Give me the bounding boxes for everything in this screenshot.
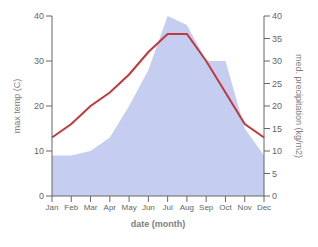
svg-text:Jul: Jul xyxy=(163,203,173,212)
svg-text:30: 30 xyxy=(272,56,282,66)
svg-text:Sep: Sep xyxy=(199,203,214,212)
svg-text:0: 0 xyxy=(39,191,44,201)
svg-text:30: 30 xyxy=(34,56,44,66)
svg-text:15: 15 xyxy=(272,124,282,134)
svg-text:10: 10 xyxy=(34,146,44,156)
svg-text:20: 20 xyxy=(272,101,282,111)
svg-text:20: 20 xyxy=(34,101,44,111)
svg-text:5: 5 xyxy=(272,169,277,179)
svg-text:Aug: Aug xyxy=(180,203,194,212)
svg-text:Nov: Nov xyxy=(238,203,252,212)
svg-text:May: May xyxy=(122,203,137,212)
svg-text:40: 40 xyxy=(272,11,282,21)
svg-text:med. precipitation (kg/m2): med. precipitation (kg/m2) xyxy=(294,54,304,158)
svg-text:date (month): date (month) xyxy=(131,219,186,229)
svg-text:Apr: Apr xyxy=(104,203,117,212)
svg-text:40: 40 xyxy=(34,11,44,21)
svg-text:10: 10 xyxy=(272,146,282,156)
svg-text:25: 25 xyxy=(272,79,282,89)
svg-text:0: 0 xyxy=(272,191,277,201)
svg-text:Feb: Feb xyxy=(64,203,78,212)
svg-text:max temp (C): max temp (C) xyxy=(12,79,22,134)
svg-text:Jun: Jun xyxy=(142,203,155,212)
svg-text:Oct: Oct xyxy=(219,203,232,212)
svg-text:Dec: Dec xyxy=(257,203,271,212)
svg-text:35: 35 xyxy=(272,34,282,44)
svg-text:Mar: Mar xyxy=(84,203,98,212)
svg-text:Jan: Jan xyxy=(46,203,59,212)
